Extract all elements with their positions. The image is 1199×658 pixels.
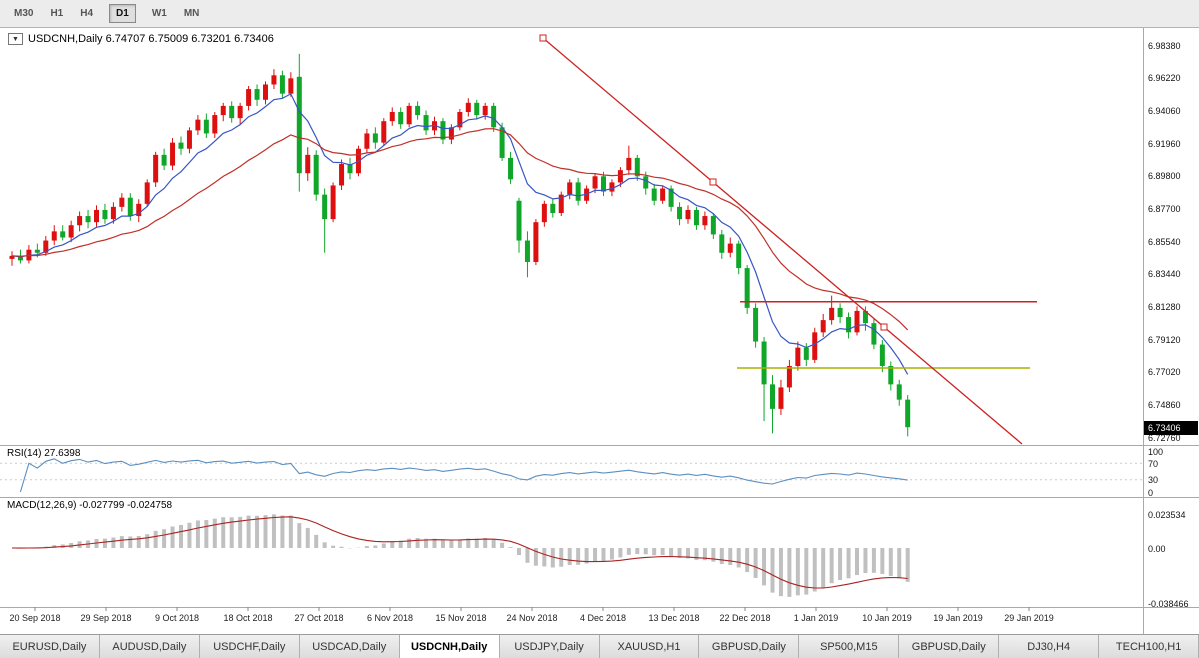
macd-axis-label: 0.023534 xyxy=(1148,509,1186,520)
tab-tech100-h1[interactable]: TECH100,H1 xyxy=(1099,635,1199,658)
macd-indicator-label: MACD(12,26,9) -0.027799 -0.024758 xyxy=(7,500,173,511)
date-axis-label: 24 Nov 2018 xyxy=(506,613,558,623)
date-axis-label: 18 Oct 2018 xyxy=(223,613,273,623)
price-axis-label: 6.74860 xyxy=(1148,399,1181,410)
chevron-down-icon: ▼ xyxy=(12,36,19,43)
rsi-level-label: 70 xyxy=(1148,458,1159,469)
date-axis-label: 22 Dec 2018 xyxy=(719,613,771,623)
tab-usdcnh-daily[interactable]: USDCNH,Daily xyxy=(399,635,500,658)
tab-eurusd-daily[interactable]: EURUSD,Daily xyxy=(0,635,100,658)
timeframe-d1-button[interactable]: D1 xyxy=(109,4,136,23)
timeframe-h1-button[interactable]: H1 xyxy=(50,8,64,19)
price-axis-label: 6.96220 xyxy=(1148,73,1181,84)
date-axis-label: 20 Sep 2018 xyxy=(9,613,61,623)
rsi-indicator-label: RSI(14) 27.6398 xyxy=(7,448,81,459)
tab-audusd-daily[interactable]: AUDUSD,Daily xyxy=(99,635,200,658)
tab-usdcad-daily[interactable]: USDCAD,Daily xyxy=(299,635,400,658)
date-axis-label: 27 Oct 2018 xyxy=(294,613,344,623)
price-axis-label: 6.79120 xyxy=(1148,334,1181,345)
current-price-badge: 6.73406 xyxy=(1144,421,1198,436)
macd-axis-label: 0.00 xyxy=(1148,543,1166,554)
price-axis-label: 6.77020 xyxy=(1148,367,1181,378)
symbol-dropdown[interactable]: ▼ xyxy=(8,33,23,45)
date-axis-label: 13 Dec 2018 xyxy=(648,613,700,623)
timeframe-h4-button[interactable]: H4 xyxy=(80,8,94,19)
date-axis-label: 29 Sep 2018 xyxy=(80,613,132,623)
price-axis-label: 6.72760 xyxy=(1148,432,1181,443)
price-axis-label: 6.89800 xyxy=(1148,171,1181,182)
price-axis-label: 6.81280 xyxy=(1148,301,1181,312)
tab-xauusd-h1[interactable]: XAUUSD,H1 xyxy=(599,635,700,658)
tab-dj30-h4[interactable]: DJ30,H4 xyxy=(999,635,1100,658)
timeframe-m30-button[interactable]: M30 xyxy=(14,8,34,19)
chart-symbol-header: ▼ USDCNH,Daily 6.74707 6.75009 6.73201 6… xyxy=(8,33,274,45)
date-axis-label: 19 Jan 2019 xyxy=(933,613,983,623)
chart-ohlc-title: USDCNH,Daily 6.74707 6.75009 6.73201 6.7… xyxy=(28,33,274,45)
tab-gbpusd-daily[interactable]: GBPUSD,Daily xyxy=(699,635,800,658)
rsi-level-label: 0 xyxy=(1148,487,1154,498)
date-axis-label: 9 Oct 2018 xyxy=(154,613,200,623)
price-axis-label: 6.87700 xyxy=(1148,203,1181,214)
price-axis-label: 6.94060 xyxy=(1148,105,1181,116)
date-axis-label: 6 Nov 2018 xyxy=(366,613,414,623)
timeframe-w1-button[interactable]: W1 xyxy=(151,8,167,19)
tab-sp500-m15[interactable]: SP500,M15 xyxy=(799,635,900,658)
price-axis-label: 6.85540 xyxy=(1148,236,1181,247)
date-axis[interactable]: 20 Sep 2018 29 Sep 2018 9 Oct 2018 18 Oct 2… xyxy=(0,607,1143,634)
price-axis-label: 6.91960 xyxy=(1148,138,1181,149)
rsi-level-label: 100 xyxy=(1148,446,1164,457)
date-axis-label: 15 Nov 2018 xyxy=(435,613,487,623)
date-axis-label: 1 Jan 2019 xyxy=(793,613,839,623)
tab-usdchf-daily[interactable]: USDCHF,Daily xyxy=(199,635,300,658)
tab-gbpusd-daily-2[interactable]: GBPUSD,Daily xyxy=(899,635,1000,658)
date-axis-label: 29 Jan 2019 xyxy=(1004,613,1054,623)
date-axis-label: 4 Dec 2018 xyxy=(579,613,627,623)
price-axis[interactable]: 6.73406 6.98380 6.96220 6.94060 6.91960 6.89… xyxy=(1144,28,1199,634)
tab-usdjpy-daily[interactable]: USDJPY,Daily xyxy=(499,635,600,658)
symbol-tabbar: EURUSD,Daily AUDUSD,Daily USDCHF,Daily U… xyxy=(0,634,1199,658)
timeframe-toolbar: M30 H1 H4 D1 W1 MN xyxy=(0,0,1199,28)
timeframe-mn-button[interactable]: MN xyxy=(183,8,200,19)
price-axis-label: 6.83440 xyxy=(1148,269,1181,280)
rsi-level-label: 30 xyxy=(1148,475,1159,486)
price-axis-label: 6.98380 xyxy=(1148,40,1181,51)
date-axis-label: 10 Jan 2019 xyxy=(862,613,912,623)
macd-axis-label: -0.038466 xyxy=(1148,598,1189,609)
